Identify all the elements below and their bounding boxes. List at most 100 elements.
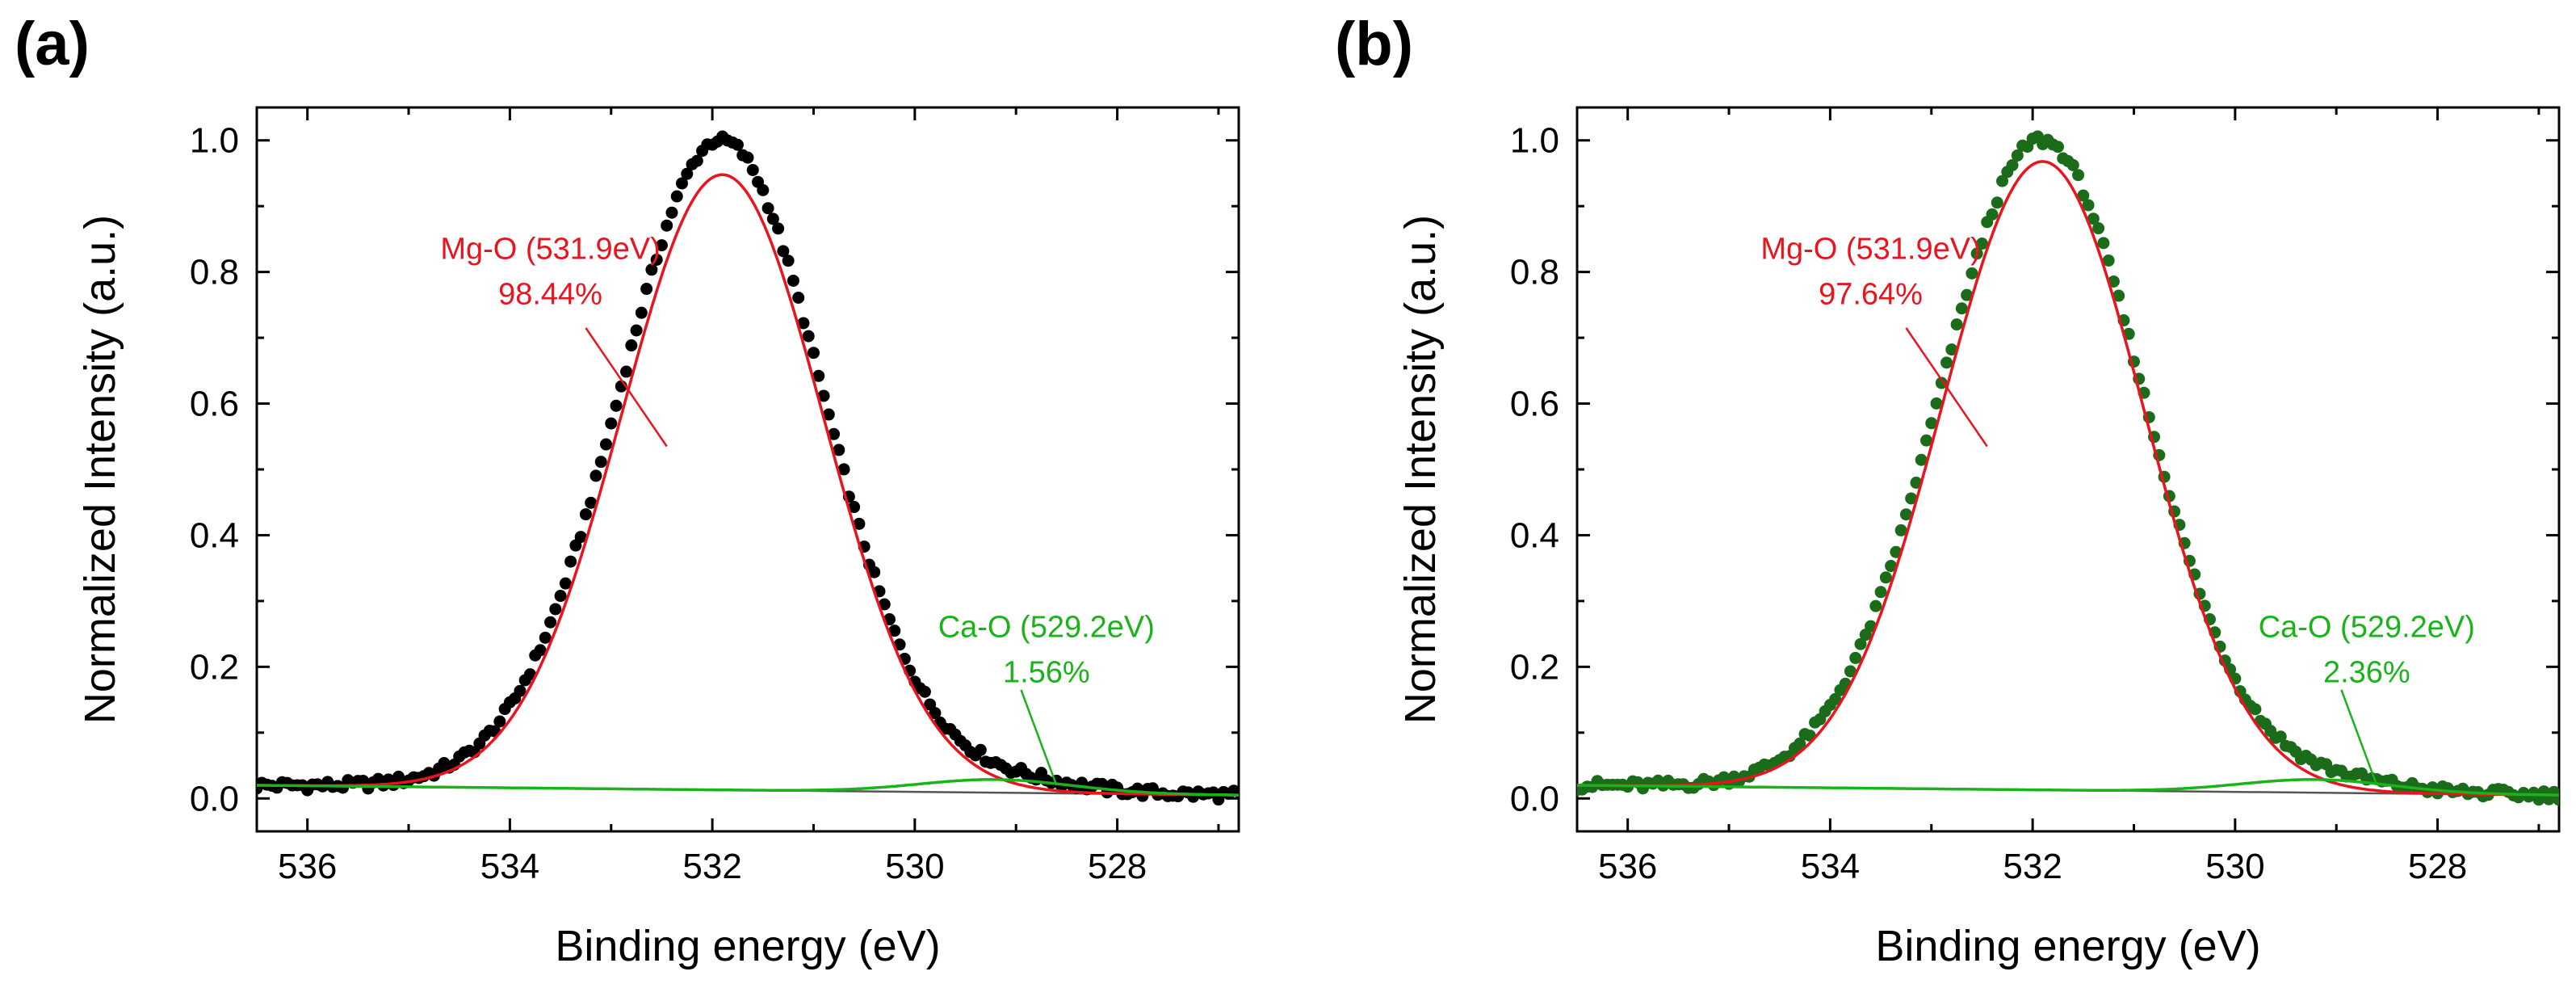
data-point (918, 685, 931, 698)
data-point (605, 417, 618, 430)
data-point (1966, 267, 1978, 280)
data-point (2249, 703, 2262, 716)
y-tick-label: 0.4 (190, 515, 239, 555)
data-point (782, 254, 795, 267)
data-point (2274, 730, 2287, 743)
data-point (1879, 571, 1892, 584)
data-point (650, 253, 663, 266)
panel-label: (a) (15, 10, 90, 78)
mgo-percent: 97.64% (1819, 277, 1923, 311)
y-tick-label: 0.0 (1510, 779, 1559, 818)
data-point (1885, 560, 1898, 573)
mgo-label: Mg-O (531.9eV) (1760, 232, 1980, 266)
y-tick-label: 0.2 (1510, 647, 1559, 687)
data-point (853, 517, 866, 530)
plot-frame (255, 106, 1240, 833)
data-point (2066, 158, 2079, 171)
x-tick-label: 532 (2003, 847, 2062, 886)
data-point (2097, 237, 2110, 250)
data-point (797, 317, 810, 330)
cao-percent: 1.56% (1003, 656, 1090, 690)
x-tick-label: 528 (2408, 847, 2467, 886)
cao-leader-line (2340, 689, 2378, 786)
x-tick-label: 534 (1801, 847, 1860, 886)
y-tick-label: 0.2 (190, 647, 239, 687)
data-point (534, 644, 547, 657)
cao-leader-line (1020, 689, 1058, 786)
data-point (523, 668, 536, 681)
data-point (1849, 651, 1862, 664)
data-point (746, 163, 759, 176)
x-tick-label: 532 (682, 847, 741, 886)
data-point (848, 501, 861, 514)
mgo-leader-line (585, 327, 668, 448)
y-tick-label: 0.0 (190, 779, 239, 818)
data-point (1869, 599, 1882, 612)
data-point (868, 566, 881, 578)
data-point (665, 206, 678, 219)
x-tick-label: 536 (278, 847, 337, 886)
data-point (888, 625, 901, 637)
data-point (625, 339, 638, 352)
data-point (579, 508, 592, 521)
data-point (1935, 376, 1948, 389)
data-point (2077, 189, 2090, 202)
mgo-leader-line (1905, 327, 1988, 448)
data-point (655, 239, 668, 252)
y-tick-label: 0.6 (1510, 385, 1559, 424)
data-point (792, 292, 805, 305)
data-point (787, 274, 799, 287)
x-tick-label: 530 (2205, 847, 2264, 886)
mgo-label: Mg-O (531.9eV) (440, 232, 660, 266)
data-point (2087, 212, 2100, 225)
data-point (539, 631, 552, 644)
data-point (589, 469, 602, 482)
data-point (1991, 196, 2003, 209)
cao-label: Ca-O (529.2eV) (2259, 611, 2475, 645)
data-point (620, 365, 633, 378)
data-point (837, 463, 850, 476)
x-axis-title: Binding energy (eV) (1875, 922, 2260, 970)
data-point (1894, 524, 1907, 536)
data-point (1829, 692, 1842, 705)
data-point (2082, 199, 2095, 212)
data-point (1919, 434, 1932, 447)
data-point (640, 283, 653, 296)
data-point (817, 389, 830, 402)
data-point (2553, 793, 2559, 806)
data-point (974, 743, 987, 756)
data-point (822, 408, 835, 421)
data-point (1975, 238, 1988, 250)
data-point (681, 167, 694, 180)
data-point (1905, 492, 1918, 505)
plot-frame (1575, 106, 2561, 833)
data-point (635, 306, 648, 319)
data-point (777, 245, 790, 258)
cao-percent: 2.36% (2323, 656, 2410, 690)
data-point (1899, 508, 1912, 521)
y-axis-title: Normalized Intensity (a.u.) (1396, 215, 1445, 724)
data-point (514, 684, 527, 697)
data-point (828, 427, 841, 440)
data-point (2092, 222, 2105, 235)
data-point (574, 531, 587, 544)
data-point (1986, 208, 1999, 221)
data-point (812, 369, 825, 382)
data-point (594, 456, 607, 469)
y-tick-label: 0.4 (1510, 515, 1559, 555)
data-point (807, 347, 820, 360)
panel-a: (a) 536 534 532 530 528 0.0 0.2 0.4 0.6 0.8 1.0 Bind… (15, 10, 1240, 970)
mgo-fit-curve (1577, 160, 2559, 797)
data-point (1915, 453, 1928, 466)
data-point (2006, 158, 2019, 171)
panel-label: (b) (1335, 10, 1413, 78)
cao-label: Ca-O (529.2eV) (938, 611, 1155, 645)
data-point (1930, 397, 1943, 410)
y-tick-label: 0.8 (1510, 253, 1559, 292)
data-point (585, 496, 598, 509)
data-point (610, 399, 623, 412)
data-point (2072, 169, 2085, 182)
mgo-fit-curve (257, 173, 1239, 797)
x-tick-label: 530 (885, 847, 944, 886)
